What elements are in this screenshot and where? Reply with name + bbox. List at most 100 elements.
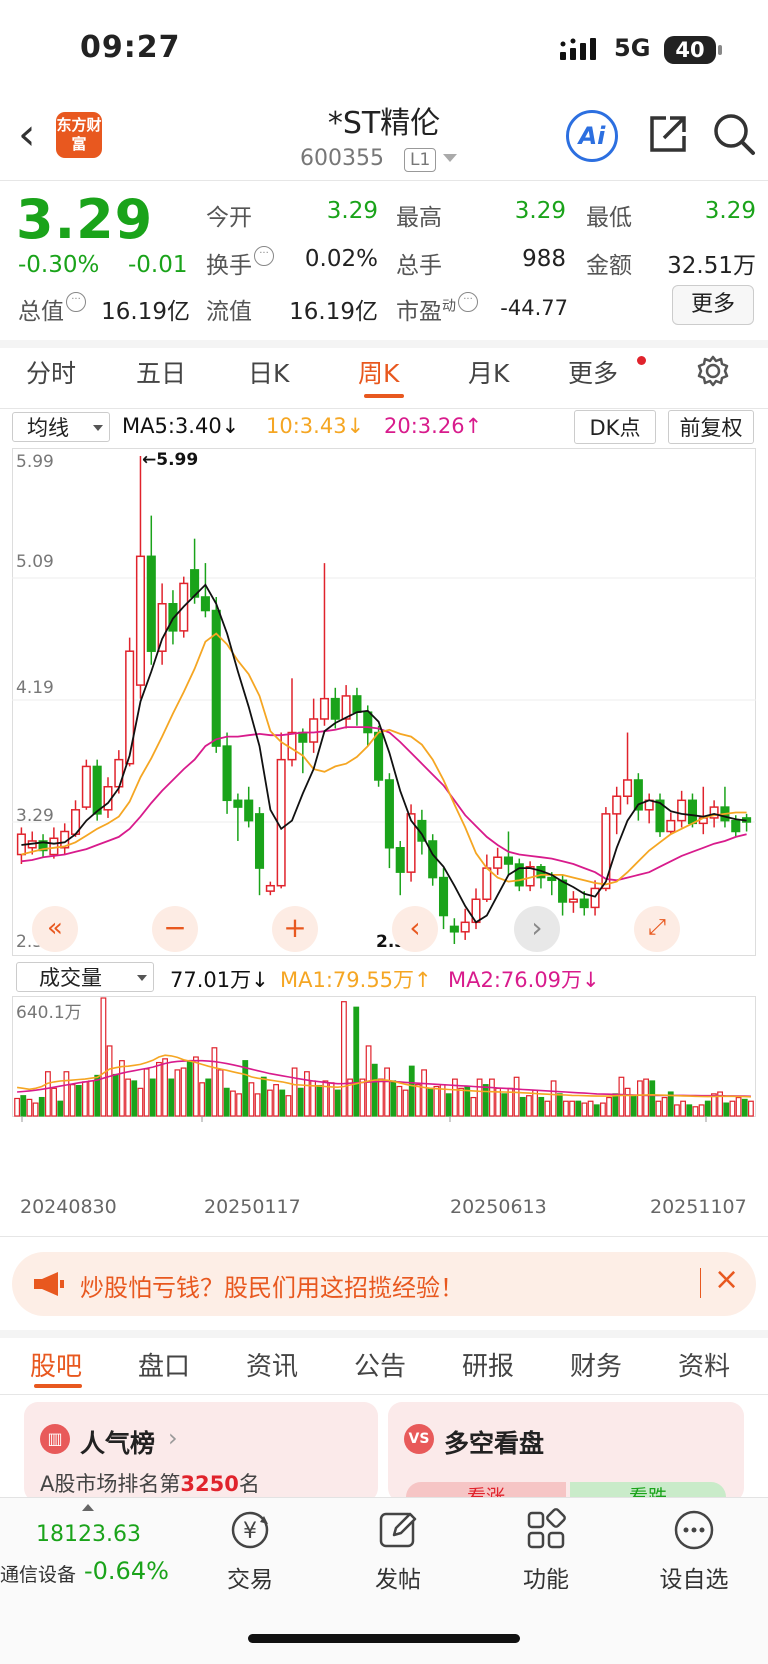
pe-value: -44.77 xyxy=(500,296,568,320)
volume-bar xyxy=(661,1096,668,1117)
back-icon[interactable]: ‹ xyxy=(18,109,36,160)
share-icon[interactable] xyxy=(648,114,688,154)
more-circle-icon[interactable] xyxy=(644,1508,744,1561)
trade-label[interactable]: 交易 xyxy=(227,1567,273,1593)
popularity-title[interactable]: 人气榜 xyxy=(80,1429,156,1458)
next-icon[interactable]: › xyxy=(514,906,560,952)
volume-bar xyxy=(513,1076,520,1117)
ai-assistant-icon[interactable]: Ai xyxy=(566,110,618,162)
low-value: 3.29 xyxy=(704,198,756,224)
volume-bar xyxy=(593,1104,600,1117)
volume-indicator-select[interactable]: 成交量 xyxy=(16,962,154,992)
tab-more[interactable]: 更多 xyxy=(568,359,619,388)
volume-bar xyxy=(612,1093,619,1117)
candlestick-chart[interactable] xyxy=(12,448,756,956)
tab-finance[interactable]: 财务 xyxy=(570,1352,623,1382)
index-name[interactable]: 通信设备 xyxy=(0,1564,77,1586)
dk-point-button[interactable]: DK点 xyxy=(574,410,656,444)
market-cap-value: 16.19亿 xyxy=(101,299,190,325)
add-watchlist-label[interactable]: 设自选 xyxy=(659,1567,729,1593)
volume-ma2: MA2:76.09万↓ xyxy=(448,968,600,992)
tab-weekly-k[interactable]: 周K xyxy=(358,359,400,388)
volume-bar xyxy=(630,1095,637,1117)
volume-bar xyxy=(174,1069,181,1117)
volume-bar xyxy=(741,1098,748,1117)
adjust-button[interactable]: 前复权 xyxy=(668,410,754,444)
zoom-out-icon[interactable]: − xyxy=(152,906,198,952)
volume-bar xyxy=(82,1081,88,1117)
volume-chart[interactable] xyxy=(12,996,756,1186)
tab-daily-k[interactable]: 日K xyxy=(248,359,290,388)
info-icon: ··· xyxy=(66,292,86,312)
open-label: 今开 xyxy=(206,205,252,231)
volume-bar xyxy=(106,1045,113,1117)
volume-bar xyxy=(316,1084,323,1117)
tab-news[interactable]: 资讯 xyxy=(246,1352,299,1382)
candle-body xyxy=(612,795,622,815)
tab-intraday[interactable]: 分时 xyxy=(26,359,77,388)
volume-bar xyxy=(125,1078,131,1117)
chevron-down-icon[interactable] xyxy=(443,154,457,162)
date-tick-label: 20240830 xyxy=(20,1196,117,1218)
svg-text:¥: ¥ xyxy=(243,1519,257,1544)
candle-body xyxy=(558,879,568,903)
candle-body xyxy=(384,779,394,849)
volume-bar xyxy=(735,1096,742,1117)
volume-bar xyxy=(143,1068,150,1117)
volume-current: 77.01万↓ xyxy=(170,968,269,992)
chart-bar-icon: ▥ xyxy=(40,1424,70,1454)
tab-five-day[interactable]: 五日 xyxy=(136,359,187,388)
status-time: 09:27 xyxy=(80,30,181,65)
change-amount: -0.01 xyxy=(128,252,188,278)
candle-body xyxy=(709,806,719,819)
promo-text[interactable]: 炒股怕亏钱？股民们用这招揽经验！ xyxy=(80,1274,464,1302)
tab-monthly-k[interactable]: 月K xyxy=(468,359,510,388)
index-value[interactable]: 18123.63 xyxy=(36,1522,141,1547)
caret-up-icon[interactable] xyxy=(82,1504,94,1511)
more-button[interactable]: 更多 xyxy=(672,285,754,325)
close-icon[interactable]: × xyxy=(714,1262,740,1297)
yen-exchange-icon[interactable]: ¥ xyxy=(200,1508,300,1561)
tab-announcement[interactable]: 公告 xyxy=(354,1352,407,1382)
tab-pankou[interactable]: 盘口 xyxy=(138,1352,191,1382)
candle-body xyxy=(590,887,600,909)
volume-bar xyxy=(402,1089,409,1117)
volume-bar xyxy=(433,1085,440,1117)
prev-icon[interactable]: ‹ xyxy=(392,906,438,952)
index-change[interactable]: -0.64% xyxy=(84,1557,169,1585)
zoom-in-icon[interactable]: + xyxy=(272,906,318,952)
candle-body xyxy=(341,695,351,720)
grid-icon[interactable] xyxy=(496,1508,596,1561)
volume-bar xyxy=(248,1082,255,1117)
volume-bar xyxy=(168,1078,175,1117)
volume-bar xyxy=(526,1095,532,1117)
chevron-right-icon[interactable]: › xyxy=(168,1424,178,1452)
volume-bar xyxy=(550,1080,557,1117)
function-label[interactable]: 功能 xyxy=(523,1567,569,1593)
volume-bar xyxy=(396,1085,403,1117)
quote-level-badge[interactable]: L1 xyxy=(404,148,437,172)
tab-research[interactable]: 研报 xyxy=(462,1352,515,1382)
edit-icon[interactable] xyxy=(348,1508,448,1561)
scroll-left-icon[interactable]: « xyxy=(32,906,78,952)
volume-bar xyxy=(242,1060,249,1117)
notification-dot xyxy=(637,356,646,365)
bull-bear-title[interactable]: 多空看盘 xyxy=(444,1429,545,1458)
volume-bar xyxy=(279,1089,286,1117)
popularity-card[interactable] xyxy=(24,1402,378,1502)
post-label[interactable]: 发帖 xyxy=(375,1567,421,1593)
volume-bar xyxy=(162,1058,168,1117)
search-icon[interactable] xyxy=(712,112,756,156)
date-tick-label: 20250613 xyxy=(450,1196,547,1218)
candle-body xyxy=(579,898,589,909)
current-price: 3.29 xyxy=(16,188,154,251)
gear-icon[interactable] xyxy=(696,354,730,388)
volume-bar xyxy=(698,1104,705,1117)
promo-banner[interactable] xyxy=(12,1252,756,1316)
fullscreen-icon[interactable]: ⤢ xyxy=(634,906,680,952)
ma20-value: 20:3.26↑ xyxy=(384,414,483,438)
candle-body xyxy=(49,837,59,856)
tab-guba[interactable]: 股吧 xyxy=(30,1352,83,1382)
tab-profile[interactable]: 资料 xyxy=(678,1352,731,1382)
indicator-select[interactable]: 均线 xyxy=(12,412,110,442)
